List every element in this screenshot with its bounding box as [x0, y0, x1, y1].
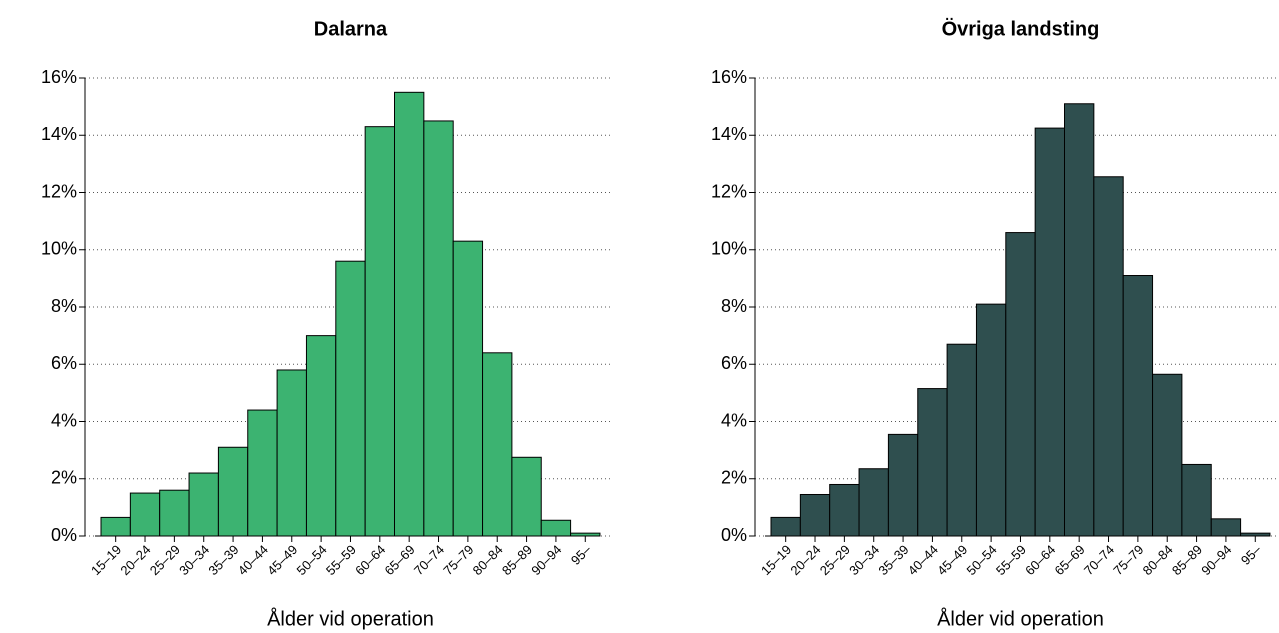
y-tick-label: 10% [711, 239, 747, 259]
bar [975, 303, 1007, 537]
x-tick-label: 50–54 [294, 542, 330, 578]
x-tick-label: 30–34 [846, 542, 882, 578]
x-tick-label: 15–19 [88, 542, 124, 578]
x-tick-label: 40–44 [235, 542, 271, 578]
y-tick-label: 0% [721, 525, 747, 545]
y-tick-label: 4% [721, 410, 747, 430]
bar [423, 120, 454, 537]
bar [305, 335, 337, 537]
bar [247, 409, 278, 537]
bar [335, 260, 366, 537]
y-tick-label: 6% [51, 353, 77, 373]
bar [858, 468, 889, 537]
bar [1181, 463, 1212, 537]
x-tick-label: 70–74 [1081, 542, 1117, 578]
bar [511, 456, 542, 537]
bar [887, 433, 919, 537]
y-tick-label: 12% [711, 181, 747, 201]
x-tick-label: 95– [568, 541, 594, 567]
bar [394, 91, 425, 537]
bar [799, 493, 831, 537]
x-tick-label: 20–24 [117, 542, 153, 578]
y-tick-label: 2% [721, 468, 747, 488]
x-tick-label: 25–29 [147, 542, 183, 578]
bar [917, 388, 948, 537]
bar [1240, 532, 1271, 537]
chart-title: Övriga landsting [942, 17, 1100, 40]
y-tick-label: 4% [51, 410, 77, 430]
x-tick-label: 65–69 [382, 542, 418, 578]
x-tick-label: 15–19 [758, 542, 794, 578]
bar [217, 446, 249, 537]
x-tick-label: 55–59 [993, 542, 1029, 578]
x-tick-label: 90–94 [1198, 542, 1234, 578]
bar [482, 352, 513, 537]
bar [1152, 373, 1183, 537]
bar [570, 532, 601, 537]
bar [1210, 518, 1242, 537]
x-tick-label: 30–34 [176, 542, 212, 578]
bar [276, 369, 307, 537]
bar [100, 516, 131, 537]
x-tick-label: 20–24 [787, 542, 823, 578]
y-tick-label: 10% [41, 239, 77, 259]
x-tick-label: 60–64 [352, 542, 388, 578]
x-tick-label: 65–69 [1052, 542, 1088, 578]
y-tick-label: 8% [51, 296, 77, 316]
x-tick-label: 70–74 [411, 542, 447, 578]
bar [1034, 127, 1066, 537]
bar [540, 519, 572, 537]
bar [129, 492, 161, 537]
bar [1005, 232, 1036, 537]
x-tick-label: 40–44 [905, 542, 941, 578]
bar [452, 240, 484, 537]
bar [1122, 275, 1154, 537]
x-tick-label: 45–49 [934, 542, 970, 578]
x-tick-label: 75–79 [1110, 542, 1146, 578]
x-axis-label: Ålder vid operation [937, 607, 1104, 630]
y-tick-label: 16% [711, 67, 747, 87]
x-tick-label: 80–84 [1140, 542, 1176, 578]
x-tick-label: 60–64 [1022, 542, 1058, 578]
bar [1093, 176, 1124, 537]
bar [159, 489, 190, 537]
x-tick-label: 85–89 [499, 542, 535, 578]
x-tick-label: 25–29 [817, 542, 853, 578]
y-tick-label: 14% [711, 124, 747, 144]
bar [770, 516, 801, 537]
x-tick-label: 80–84 [470, 542, 506, 578]
y-tick-label: 14% [41, 124, 77, 144]
y-tick-label: 12% [41, 181, 77, 201]
x-tick-label: 55–59 [323, 542, 359, 578]
x-tick-label: 35–39 [205, 542, 241, 578]
x-tick-label: 50–54 [964, 542, 1000, 578]
bar [1064, 103, 1095, 537]
bar [829, 483, 860, 537]
bar [946, 343, 977, 537]
chart-title: Dalarna [314, 18, 388, 40]
x-tick-label: 75–79 [440, 542, 476, 578]
bar [188, 472, 219, 537]
x-tick-label: 95– [1238, 541, 1264, 567]
y-tick-label: 8% [721, 296, 747, 316]
y-tick-label: 2% [51, 468, 77, 488]
y-tick-label: 0% [51, 525, 77, 545]
x-tick-label: 85–89 [1169, 542, 1205, 578]
x-tick-label: 45–49 [264, 542, 300, 578]
x-tick-label: 35–39 [875, 542, 911, 578]
x-axis-label: Ålder vid operation [267, 607, 434, 630]
y-tick-label: 16% [41, 67, 77, 87]
x-tick-label: 90–94 [528, 542, 564, 578]
y-tick-label: 6% [721, 353, 747, 373]
bar [364, 126, 395, 537]
